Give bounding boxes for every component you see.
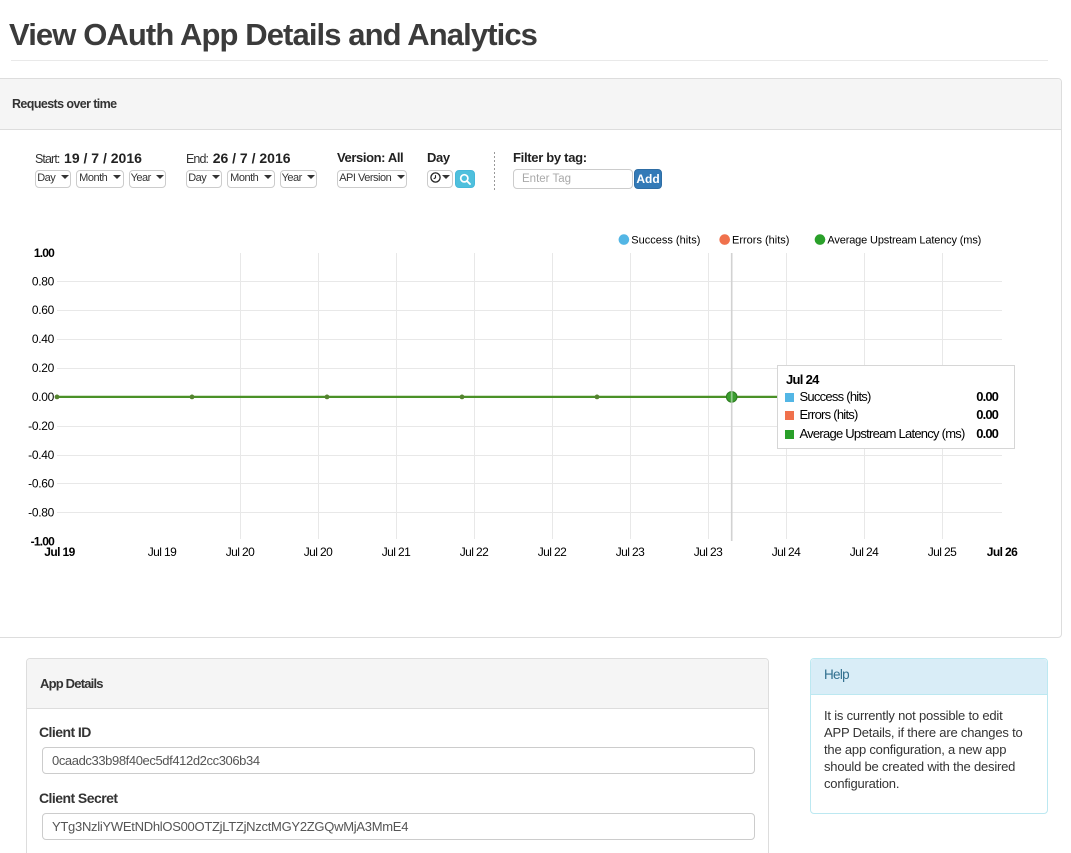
svg-text:Errors (hits): Errors (hits) [732,234,789,246]
svg-text:Jul 23: Jul 23 [694,545,723,559]
svg-text:Jul 22: Jul 22 [460,545,489,559]
svg-text:Jul 25: Jul 25 [928,545,957,559]
svg-text:Average Upstream Latency (ms): Average Upstream Latency (ms) [827,234,981,246]
svg-text:Jul 23: Jul 23 [616,545,645,559]
svg-text:Jul 19: Jul 19 [148,545,177,559]
svg-text:-1.00: -1.00 [31,535,55,549]
svg-text:-0.80: -0.80 [28,506,54,520]
svg-text:Jul 20: Jul 20 [226,545,255,559]
svg-text:0.40: 0.40 [32,332,55,346]
svg-text:Jul 22: Jul 22 [538,545,567,559]
svg-text:-0.20: -0.20 [28,419,54,433]
svg-text:0.80: 0.80 [32,274,55,288]
svg-text:Jul 24: Jul 24 [850,545,879,559]
svg-text:Jul 19: Jul 19 [44,545,75,559]
svg-text:1.00: 1.00 [34,246,55,260]
svg-text:Jul 26: Jul 26 [987,545,1018,559]
svg-text:-0.40: -0.40 [28,448,54,462]
svg-text:Jul 20: Jul 20 [304,545,333,559]
svg-text:0.20: 0.20 [32,361,55,375]
svg-text:0.60: 0.60 [32,303,55,317]
svg-text:Success (hits): Success (hits) [631,234,700,246]
svg-text:Jul 21: Jul 21 [382,545,411,559]
svg-text:0.00: 0.00 [32,390,55,404]
svg-text:Jul 24: Jul 24 [772,545,801,559]
svg-text:-0.60: -0.60 [28,477,54,491]
